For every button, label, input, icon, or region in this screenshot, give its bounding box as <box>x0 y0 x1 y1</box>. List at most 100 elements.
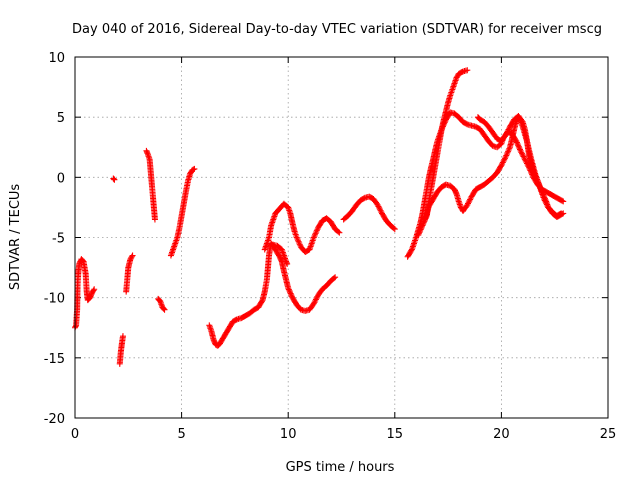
data-point <box>128 253 135 260</box>
data-point <box>530 169 537 176</box>
data-point <box>293 234 300 241</box>
data-point <box>419 222 426 229</box>
x-tick-label: 25 <box>600 427 617 442</box>
data-point <box>416 229 423 236</box>
tick-labels: 0 5 10 15 20 25 -20 -15 -10 -5 0 5 10 <box>44 51 617 442</box>
data-point <box>516 146 523 153</box>
data-point <box>417 226 424 233</box>
data-point <box>420 219 427 226</box>
data-point <box>522 157 529 164</box>
data-point <box>532 172 539 179</box>
data-point <box>161 306 168 313</box>
series-arc15 <box>474 112 565 219</box>
data-point <box>288 293 295 300</box>
data-point <box>499 160 506 167</box>
data-point <box>285 286 292 293</box>
data-point <box>521 156 528 163</box>
data-point <box>501 156 508 163</box>
data-point <box>119 333 126 340</box>
data-point <box>258 298 265 305</box>
series-arc1 <box>72 256 98 331</box>
series-arc5 <box>143 147 158 223</box>
data-point <box>534 176 541 183</box>
x-tick-label: 0 <box>71 427 79 442</box>
data-point <box>464 67 471 74</box>
data-point <box>375 203 382 210</box>
data-point <box>521 154 528 161</box>
data-point <box>465 199 472 206</box>
data-point <box>519 152 526 159</box>
data-point <box>415 232 422 239</box>
data-point <box>374 202 381 209</box>
series-arc7 <box>167 165 198 259</box>
data-point <box>418 225 425 232</box>
data-point <box>499 159 506 166</box>
x-tick-label: 10 <box>280 427 297 442</box>
data-point <box>311 233 318 240</box>
data-point <box>466 197 473 204</box>
y-tick-label: -15 <box>44 352 65 367</box>
data-point <box>415 230 422 237</box>
data-point <box>514 140 521 147</box>
data-point <box>377 207 384 214</box>
data-point <box>332 274 339 281</box>
series-arc2 <box>110 175 118 183</box>
data-point <box>505 148 512 155</box>
data-point <box>284 260 291 267</box>
data-point <box>313 228 320 235</box>
data-point <box>90 287 97 294</box>
y-tick-label: -5 <box>52 232 65 247</box>
x-tick-label: 20 <box>493 427 510 442</box>
data-point <box>502 153 509 160</box>
data-point <box>391 226 398 233</box>
data-point <box>503 151 510 158</box>
x-axis-label: GPS time / hours <box>286 460 395 475</box>
data-point <box>504 129 511 136</box>
data-points <box>72 67 567 367</box>
data-point <box>313 227 320 234</box>
data-point <box>296 241 303 248</box>
data-point <box>191 165 198 172</box>
data-point <box>532 173 539 180</box>
data-point <box>531 171 538 178</box>
data-point <box>111 176 118 183</box>
data-point <box>464 202 471 209</box>
chart-title: Day 040 of 2016, Sidereal Day-to-day VTE… <box>72 22 602 37</box>
series-arc8 <box>206 240 339 349</box>
data-point <box>190 166 197 173</box>
y-tick-label: -20 <box>44 412 65 427</box>
data-point <box>518 149 525 156</box>
data-point <box>286 287 293 294</box>
data-point <box>542 197 549 204</box>
data-point <box>287 290 294 297</box>
data-point <box>288 291 295 298</box>
data-point <box>506 145 513 152</box>
data-point <box>335 228 342 235</box>
data-point <box>378 209 385 216</box>
data-point <box>376 206 383 213</box>
data-point <box>504 149 511 156</box>
data-point <box>501 155 508 162</box>
data-point <box>467 194 474 201</box>
data-point <box>160 305 167 312</box>
data-point <box>312 230 319 237</box>
data-point <box>505 147 512 153</box>
series-arc9 <box>261 200 343 255</box>
data-point <box>287 289 294 296</box>
data-point <box>312 296 319 303</box>
data-point <box>390 225 397 232</box>
data-point <box>515 142 522 149</box>
data-point <box>296 240 303 247</box>
x-tick-label: 5 <box>177 427 185 442</box>
y-tick-label: 10 <box>48 51 65 66</box>
data-point <box>515 143 522 150</box>
data-point <box>313 295 320 302</box>
y-tick-label: -10 <box>44 292 65 307</box>
data-point <box>530 168 537 175</box>
data-point <box>310 300 317 307</box>
data-point <box>314 226 321 233</box>
data-point <box>518 117 525 124</box>
series-arc10 <box>270 241 291 267</box>
data-point <box>417 227 424 234</box>
